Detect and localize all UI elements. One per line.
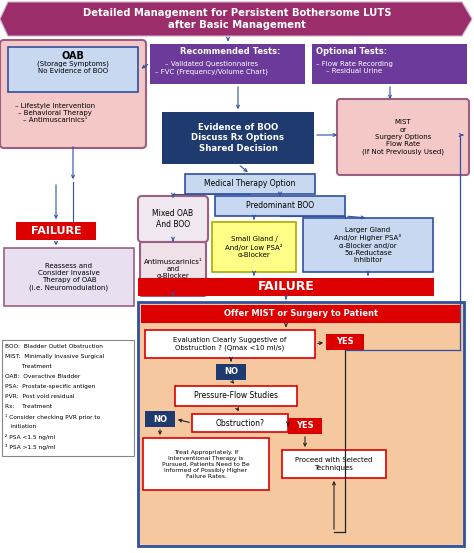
Bar: [215, 196, 345, 216]
Bar: [2, 340, 134, 456]
Text: Antimuscarinics¹
and
α-Blocker: Antimuscarinics¹ and α-Blocker: [144, 259, 202, 279]
Text: – Validated Questionnaires
– FVC (Frequency/Volume Chart): – Validated Questionnaires – FVC (Freque…: [155, 61, 268, 75]
Text: Treat Appropriately. If
Interventional Therapy is
Pursued, Patients Need to Be
I: Treat Appropriately. If Interventional T…: [162, 450, 250, 479]
Text: PSA:  Prostate-specific antigen: PSA: Prostate-specific antigen: [5, 384, 95, 389]
Bar: [288, 418, 322, 434]
Bar: [138, 302, 464, 546]
Text: YES: YES: [296, 421, 314, 430]
Text: Evidence of BOO
Discuss Rx Options
Shared Decision: Evidence of BOO Discuss Rx Options Share…: [191, 123, 284, 153]
Text: Evaluation Clearly Suggestive of
Obstruction ? (Qmax <10 ml/s): Evaluation Clearly Suggestive of Obstruc…: [173, 337, 287, 351]
Text: – Lifestyle Intervention
– Behavioral Therapy
– Antimuscarinics¹: – Lifestyle Intervention – Behavioral Th…: [15, 103, 95, 123]
Text: OAB: OAB: [62, 51, 84, 61]
Bar: [150, 44, 305, 84]
Text: NO: NO: [153, 415, 167, 424]
Text: PVR:  Post void residual: PVR: Post void residual: [5, 394, 74, 399]
FancyBboxPatch shape: [138, 196, 208, 242]
Bar: [16, 222, 96, 240]
Text: Predominant BOO: Predominant BOO: [246, 201, 314, 211]
Text: Recommended Tests:: Recommended Tests:: [180, 46, 281, 55]
Bar: [326, 334, 364, 350]
Bar: [282, 450, 386, 478]
Text: FAILURE: FAILURE: [257, 280, 314, 294]
Text: NO: NO: [224, 368, 238, 377]
FancyBboxPatch shape: [140, 242, 206, 296]
FancyBboxPatch shape: [0, 40, 146, 148]
Text: MIST
or
Surgery Options
Flow Rate
(If Not Previously Used): MIST or Surgery Options Flow Rate (If No…: [362, 119, 444, 155]
Text: MIST:  Minimally Invasive Surgical: MIST: Minimally Invasive Surgical: [5, 354, 104, 359]
Bar: [216, 364, 246, 380]
Text: initiation: initiation: [5, 424, 36, 429]
Bar: [162, 112, 314, 164]
Bar: [143, 438, 269, 490]
Text: Treatment: Treatment: [5, 364, 52, 369]
Text: – Flow Rate Recording
– Residual Urine: – Flow Rate Recording – Residual Urine: [316, 61, 393, 74]
Bar: [312, 44, 467, 84]
Bar: [185, 174, 315, 194]
Text: Offer MIST or Surgery to Patient: Offer MIST or Surgery to Patient: [224, 310, 378, 319]
Bar: [145, 330, 315, 358]
Bar: [141, 305, 461, 323]
Bar: [192, 414, 288, 432]
Text: ¹ Consider checking PVR prior to: ¹ Consider checking PVR prior to: [5, 414, 100, 420]
Text: ² PSA <1.5 ng/ml: ² PSA <1.5 ng/ml: [5, 434, 55, 440]
Text: Obstruction?: Obstruction?: [216, 419, 264, 427]
Bar: [138, 278, 434, 296]
Bar: [175, 386, 297, 406]
Bar: [212, 222, 296, 272]
Text: YES: YES: [336, 337, 354, 347]
Bar: [8, 47, 138, 92]
Text: Optional Tests:: Optional Tests:: [316, 46, 387, 55]
Text: Mixed OAB
And BOO: Mixed OAB And BOO: [153, 209, 193, 229]
Text: OAB:  Overactive Bladder: OAB: Overactive Bladder: [5, 374, 80, 379]
Bar: [4, 248, 134, 306]
Text: Pressure-Flow Studies: Pressure-Flow Studies: [194, 392, 278, 400]
Text: ³ PSA >1.5 ng/ml: ³ PSA >1.5 ng/ml: [5, 444, 55, 450]
Text: Proceed with Selected
Techniques: Proceed with Selected Techniques: [295, 457, 373, 471]
Text: Medical Therapy Option: Medical Therapy Option: [204, 180, 296, 189]
Bar: [303, 218, 433, 272]
Text: Small Gland /
And/or Low PSA²
α-Blocker: Small Gland / And/or Low PSA² α-Blocker: [225, 236, 283, 258]
Text: (Storage Symptoms)
No Evidence of BOO: (Storage Symptoms) No Evidence of BOO: [37, 60, 109, 74]
Text: Rx:    Treatment: Rx: Treatment: [5, 404, 52, 409]
Text: Larger Gland
And/or Higher PSA³
α-Blocker and/or
5α-Reductase
Inhibitor: Larger Gland And/or Higher PSA³ α-Blocke…: [335, 227, 401, 263]
Polygon shape: [0, 2, 472, 36]
Text: Detailed Management for Persistent Bothersome LUTS
after Basic Management: Detailed Management for Persistent Bothe…: [83, 8, 391, 30]
Text: BOO:  Bladder Outlet Obstruction: BOO: Bladder Outlet Obstruction: [5, 344, 103, 349]
Text: FAILURE: FAILURE: [31, 226, 82, 236]
FancyBboxPatch shape: [337, 99, 469, 175]
Bar: [145, 411, 175, 427]
Text: Reassess and
Consider Invasive
Therapy of OAB
(i.e. Neuromodulation): Reassess and Consider Invasive Therapy o…: [29, 263, 109, 291]
